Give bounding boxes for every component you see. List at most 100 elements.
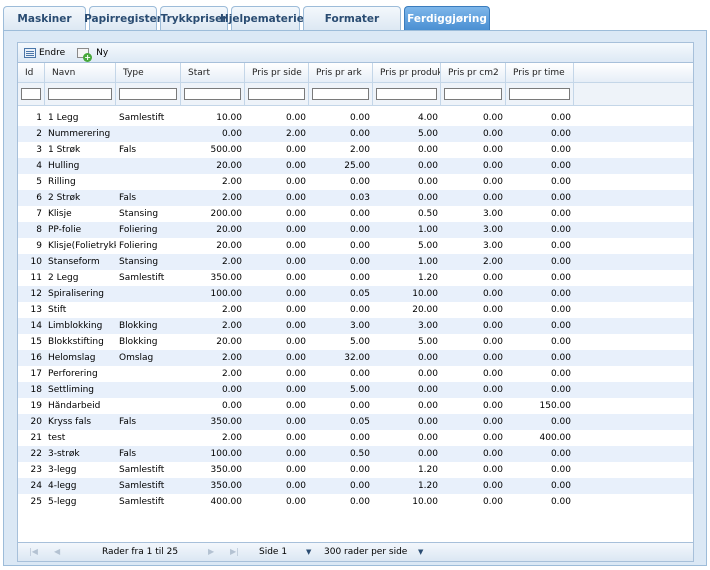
table-cell: 0.00 bbox=[285, 417, 306, 427]
table-row[interactable]: 7 Klisje Stansing 200.00 0.00 0.00 0.50 3.00 0.0… bbox=[18, 206, 693, 222]
table-row[interactable]: 20 Kryss fals Fals 350.00 0.00 0.05 0.00 0.00 0.… bbox=[18, 414, 693, 430]
filter-input[interactable] bbox=[184, 88, 241, 100]
table-cell: 19 bbox=[30, 401, 42, 411]
column-header[interactable]: Navn bbox=[45, 63, 116, 82]
table-cell: 0.05 bbox=[349, 417, 370, 427]
table-row[interactable]: 1 1 Legg Samlestift 10.00 0.00 0.00 4.00 0.00 0.… bbox=[18, 110, 693, 126]
table-cell: 0.00 bbox=[482, 481, 503, 491]
tab-ferdiggj-ring[interactable]: Ferdiggjøring bbox=[404, 6, 490, 30]
filter-input[interactable] bbox=[248, 88, 305, 100]
table-cell: 0.00 bbox=[482, 145, 503, 155]
filter-input[interactable] bbox=[48, 88, 112, 100]
table-cell: 0.00 bbox=[550, 289, 571, 299]
tab-papirregister[interactable]: Papirregister bbox=[84, 6, 162, 30]
table-cell: 20 bbox=[30, 417, 42, 427]
table-row[interactable]: 4 Hulling 20.00 0.00 25.00 0.00 0.00 0.00 bbox=[18, 158, 693, 174]
filter-input[interactable] bbox=[376, 88, 437, 100]
new-button[interactable]: Ny bbox=[77, 47, 108, 62]
table-row[interactable]: 13 Stift 2.00 0.00 0.00 20.00 0.00 0.00 bbox=[18, 302, 693, 318]
table-cell: Settliming bbox=[48, 385, 94, 395]
per-page-select[interactable]: 300 rader per side bbox=[324, 547, 407, 557]
table-cell: Stansing bbox=[119, 257, 159, 267]
table-cell: 0.00 bbox=[550, 241, 571, 251]
table-cell: 0.00 bbox=[482, 289, 503, 299]
first-page-icon[interactable]: |◀ bbox=[29, 547, 38, 556]
table-cell: 0.00 bbox=[482, 369, 503, 379]
table-cell: Kryss fals bbox=[48, 417, 92, 427]
table-cell: 8 bbox=[36, 225, 42, 235]
column-header[interactable]: Pris pr produkt bbox=[373, 63, 441, 82]
filter-cell bbox=[373, 83, 441, 105]
tab-maskiner[interactable]: Maskiner bbox=[3, 6, 86, 30]
table-cell: 0.00 bbox=[417, 385, 438, 395]
column-header[interactable]: Type bbox=[116, 63, 181, 82]
chevron-down-icon[interactable]: ▼ bbox=[418, 548, 424, 556]
prev-page-icon[interactable]: ◀ bbox=[54, 547, 61, 556]
table-cell: 0.00 bbox=[349, 209, 370, 219]
table-row[interactable]: 15 Blokkstifting Blokking 20.00 0.00 5.00 5.00… bbox=[18, 334, 693, 350]
filter-input[interactable] bbox=[444, 88, 502, 100]
table-cell: Samlestift bbox=[119, 113, 165, 123]
table-cell: 0.00 bbox=[417, 433, 438, 443]
table-cell: 10 bbox=[30, 257, 42, 267]
column-header[interactable]: Pris pr side bbox=[245, 63, 309, 82]
table-cell: 0.00 bbox=[221, 385, 242, 395]
table-cell: 12 bbox=[30, 289, 42, 299]
table-cell: Stanseform bbox=[48, 257, 100, 267]
tab-trykkpriser[interactable]: Trykkpriser bbox=[160, 6, 228, 30]
table-row[interactable]: 14 Limblokking Blokking 2.00 0.00 3.00 3.00 0.0… bbox=[18, 318, 693, 334]
filter-input[interactable] bbox=[312, 88, 369, 100]
table-row[interactable]: 2 Nummerering 0.00 2.00 0.00 5.00 0.00 0.00 bbox=[18, 126, 693, 142]
table-row[interactable]: 22 3-strøk Fals 100.00 0.00 0.50 0.00 0.00 0.00 bbox=[18, 446, 693, 462]
edit-button[interactable]: Endre bbox=[24, 47, 65, 58]
column-header[interactable]: Pris pr cm2 bbox=[441, 63, 506, 82]
column-header[interactable]: Id bbox=[18, 63, 45, 82]
chevron-down-icon[interactable]: ▼ bbox=[306, 548, 312, 556]
table-row[interactable]: 18 Settliming 0.00 0.00 5.00 0.00 0.00 0.00 bbox=[18, 382, 693, 398]
table-row[interactable]: 9 Klisje(Folietrykk) Foliering 20.00 0.00 0.0… bbox=[18, 238, 693, 254]
table-cell: Foliering bbox=[119, 225, 158, 235]
table-cell: 0.00 bbox=[285, 465, 306, 475]
filter-input[interactable] bbox=[509, 88, 570, 100]
tab-formater[interactable]: Formater bbox=[303, 6, 401, 30]
table-cell: 0.00 bbox=[285, 177, 306, 187]
filter-input[interactable] bbox=[119, 88, 177, 100]
table-cell: 0.00 bbox=[550, 449, 571, 459]
table-cell: 0.00 bbox=[482, 273, 503, 283]
table-row[interactable]: 19 Håndarbeid 0.00 0.00 0.00 0.00 0.00 150.00 bbox=[18, 398, 693, 414]
table-cell: Blokkstifting bbox=[48, 337, 104, 347]
table-row[interactable]: 23 3-legg Samlestift 350.00 0.00 0.00 1.20 0.00… bbox=[18, 462, 693, 478]
table-cell: 0.00 bbox=[417, 417, 438, 427]
filter-input[interactable] bbox=[21, 88, 41, 100]
table-row[interactable]: 3 1 Strøk Fals 500.00 0.00 2.00 0.00 0.00 0.00 bbox=[18, 142, 693, 158]
tab-hjelpemateriell[interactable]: Hjelpemateriell bbox=[220, 6, 311, 30]
table-row[interactable]: 6 2 Strøk Fals 2.00 0.00 0.03 0.00 0.00 0.00 bbox=[18, 190, 693, 206]
column-header[interactable]: Pris pr ark bbox=[309, 63, 373, 82]
table-row[interactable]: 21 test 2.00 0.00 0.00 0.00 0.00 400.00 bbox=[18, 430, 693, 446]
table-row[interactable]: 5 Rilling 2.00 0.00 0.00 0.00 0.00 0.00 bbox=[18, 174, 693, 190]
column-header[interactable]: Start bbox=[181, 63, 245, 82]
table-cell: 0.00 bbox=[550, 257, 571, 267]
last-page-icon[interactable]: ▶| bbox=[230, 547, 239, 556]
table-row[interactable]: 10 Stanseform Stansing 2.00 0.00 0.00 1.00 2.00… bbox=[18, 254, 693, 270]
table-cell: 7 bbox=[36, 209, 42, 219]
table-row[interactable]: 8 PP-folie Foliering 20.00 0.00 0.00 1.00 3.00 0… bbox=[18, 222, 693, 238]
page-select[interactable]: Side 1 bbox=[259, 547, 287, 557]
filter-cell bbox=[116, 83, 181, 105]
table-cell: Samlestift bbox=[119, 497, 165, 507]
table-row[interactable]: 11 2 Legg Samlestift 350.00 0.00 0.00 1.20 0.00… bbox=[18, 270, 693, 286]
table-row[interactable]: 24 4-legg Samlestift 350.00 0.00 0.00 1.20 0.00… bbox=[18, 478, 693, 494]
table-row[interactable]: 16 Helomslag Omslag 2.00 0.00 32.00 0.00 0.00 0.… bbox=[18, 350, 693, 366]
table-cell: Stansing bbox=[119, 209, 159, 219]
table-cell: 4-legg bbox=[48, 481, 77, 491]
table-row[interactable]: 17 Perforering 2.00 0.00 0.00 0.00 0.00 0.00 bbox=[18, 366, 693, 382]
column-header[interactable]: Pris pr time bbox=[506, 63, 574, 82]
table-cell: 0.00 bbox=[550, 273, 571, 283]
table-row[interactable]: 12 Spiralisering 100.00 0.00 0.05 10.00 0.00 0.… bbox=[18, 286, 693, 302]
table-cell: 500.00 bbox=[210, 145, 243, 155]
table-cell: 0.00 bbox=[285, 321, 306, 331]
table-cell: 5.00 bbox=[417, 241, 438, 251]
table-row[interactable]: 25 5-legg Samlestift 400.00 0.00 0.00 10.00 0.0… bbox=[18, 494, 693, 510]
table-cell: Klisje(Folietrykk) bbox=[48, 241, 116, 251]
next-page-icon[interactable]: ▶ bbox=[208, 547, 215, 556]
